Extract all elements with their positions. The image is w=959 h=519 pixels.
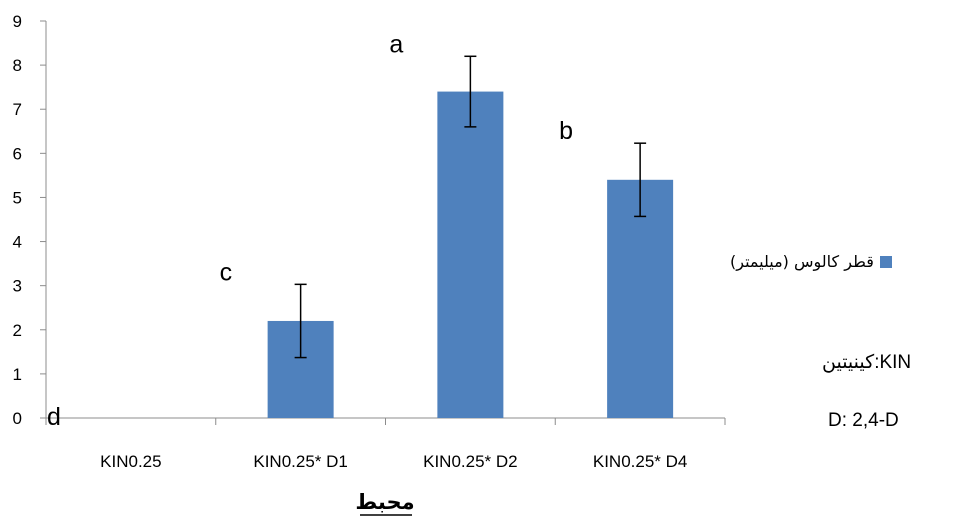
significance-letter: c — [220, 258, 233, 286]
x-tick-label: KIN0.25 — [100, 452, 161, 471]
legend: قطر كالوس (ميليمتر) — [730, 252, 955, 271]
bar — [437, 91, 504, 419]
y-tick-label: 2 — [13, 321, 22, 340]
legend-label: قطر كالوس (ميليمتر) — [730, 252, 874, 271]
significance-letters: d c a b — [47, 30, 573, 431]
x-axis: KIN0.25 KIN0.25* D1 KIN0.25* D2 KIN0.25* D4 — [45, 417, 726, 471]
y-tick-label: 7 — [13, 100, 22, 119]
y-tick-label: 5 — [13, 188, 22, 207]
y-tick-label: 9 — [13, 12, 22, 31]
abbreviation-note-kin: كينيتين:KIN — [822, 352, 912, 373]
x-tick-label: KIN0.25* D1 — [253, 452, 348, 471]
y-tick-label: 8 — [13, 56, 22, 75]
legend-swatch — [879, 255, 892, 268]
significance-letter: d — [47, 403, 61, 431]
y-tick-label: 1 — [13, 365, 22, 384]
abbreviation-note-d: D: 2,4-D — [828, 410, 899, 431]
bar-series — [267, 91, 674, 419]
y-tick-label: 4 — [13, 233, 22, 252]
x-axis-title: محبط — [355, 490, 414, 514]
significance-letter: a — [389, 30, 403, 58]
bar — [607, 179, 674, 418]
error-bars — [294, 55, 647, 359]
y-tick-label: 3 — [13, 277, 22, 296]
y-tick-label: 6 — [13, 144, 22, 163]
x-tick-label: KIN0.25* D2 — [423, 452, 518, 471]
x-tick-label: KIN0.25* D4 — [593, 452, 688, 471]
y-tick-label: 0 — [13, 409, 22, 428]
y-axis: 0 1 2 3 4 5 6 7 8 9 — [13, 12, 47, 428]
significance-letter: b — [559, 117, 573, 145]
